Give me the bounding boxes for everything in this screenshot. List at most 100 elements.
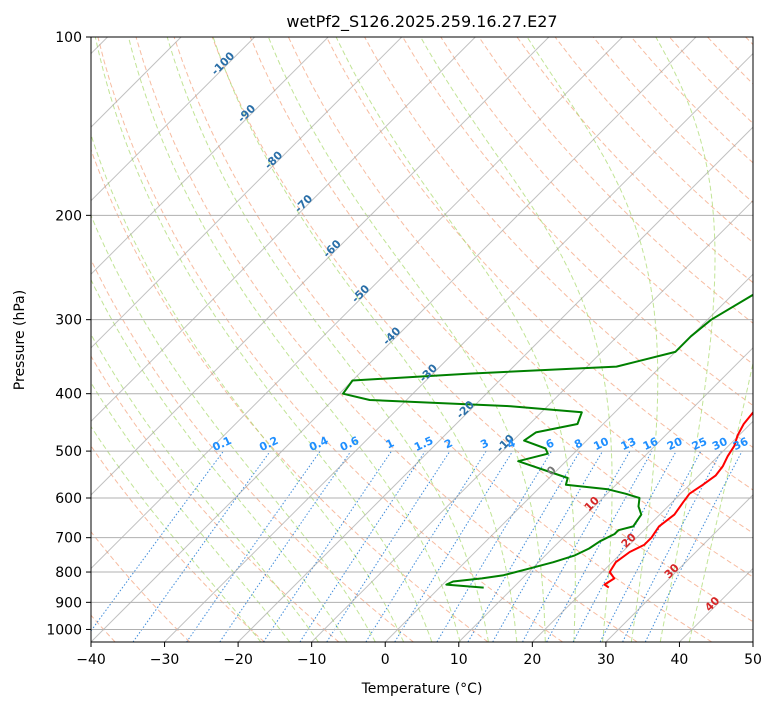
x-tick-label: 30 <box>597 652 615 668</box>
isotherm-line <box>458 347 753 642</box>
mixing-ratio-label: 30 <box>710 435 730 453</box>
mixing-ratio-line <box>522 450 631 642</box>
mixing-ratio-line <box>91 450 224 632</box>
x-tick-label: 20 <box>523 652 541 668</box>
mixing-ratio-line <box>219 450 352 642</box>
moist-adiabat-line <box>91 333 319 642</box>
x-tick-label: −10 <box>297 652 327 668</box>
mixing-ratio-line <box>599 450 702 642</box>
plot-frame <box>90 36 754 643</box>
dry-adiabat-line <box>592 37 753 204</box>
isotherm-label: 20 <box>619 530 639 550</box>
dry-adiabat-line <box>91 258 414 642</box>
series-layer <box>342 293 753 589</box>
isotherm-line <box>605 494 753 642</box>
mixing-ratio-line <box>546 450 653 642</box>
mixing-ratio-line <box>644 450 743 642</box>
dry-adiabat-line <box>249 37 753 578</box>
mixing-ratio-line <box>263 450 392 642</box>
moist-adiabat-line <box>91 214 376 642</box>
y-tick-label: 900 <box>55 595 82 611</box>
isotherm-line <box>91 37 623 570</box>
mixing-ratio-label: 13 <box>619 435 638 453</box>
tick-layer: −40 −30 −20 −10 0 10 20 30 40 50 1000 900 800 700 600 5… <box>46 30 762 668</box>
y-tick-label: 600 <box>55 491 82 507</box>
isotherm-line <box>679 567 753 642</box>
x-axis-label: Temperature (°C) <box>361 681 483 697</box>
isotherm-line <box>91 37 256 202</box>
mixing-ratio-label: 25 <box>690 435 709 453</box>
y-tick-label: 500 <box>55 444 82 460</box>
dry-adiabat-line <box>97 37 563 642</box>
isotherm-line <box>91 37 403 349</box>
mixing-ratio-line <box>394 450 514 642</box>
dry-adiabat-line <box>211 37 753 623</box>
x-tick-label: 10 <box>450 652 468 668</box>
x-tick-label: 40 <box>671 652 689 668</box>
mixing-ratio-label: 10 <box>592 435 612 453</box>
isotherm-label: -40 <box>380 324 403 347</box>
dry-adiabat-line <box>478 37 753 324</box>
dry-adiabat-line <box>516 37 753 284</box>
moist-adiabat-line <box>526 37 659 642</box>
isotherm-line <box>91 37 329 275</box>
isotherm-line <box>164 52 753 642</box>
moist-adiabat-line <box>267 37 546 642</box>
dry-adiabat-line <box>745 37 753 46</box>
moist-adiabat-line <box>688 360 753 642</box>
isotherm-label: 40 <box>702 594 722 614</box>
y-tick-label: 400 <box>55 387 82 403</box>
x-tick-label: 50 <box>744 652 762 668</box>
moist-adiabat-line <box>420 37 613 642</box>
dry-adiabat-line <box>91 148 489 642</box>
mixing-ratio-line <box>467 450 581 642</box>
mixing-ratio-label: 3 <box>478 436 490 451</box>
isotherm-line <box>752 641 753 642</box>
isotherm-label: -100 <box>209 49 238 78</box>
x-tick-label: −20 <box>223 652 253 668</box>
moist-adiabat-line <box>94 37 433 642</box>
moist-adiabat-line <box>128 37 461 642</box>
dewpoint-profile-line <box>342 293 753 589</box>
mixing-ratio-label: 1 <box>384 436 396 451</box>
moist-adiabat-line <box>91 133 405 642</box>
moist-adiabat-line <box>91 278 348 642</box>
dry-adiabat-line <box>669 37 753 125</box>
isotherm-label: -20 <box>454 398 477 421</box>
dry-adiabat-line <box>707 37 753 85</box>
dry-adiabat-line <box>91 445 265 642</box>
dry-adiabat-line <box>402 37 753 407</box>
isotherm-label: 10 <box>582 494 602 514</box>
mixing-ratio-label: 16 <box>641 435 661 453</box>
dry-adiabat-line <box>326 37 753 491</box>
x-tick-label: −40 <box>76 652 106 668</box>
moist-adiabat-line <box>212 37 518 642</box>
isotherm-line <box>91 37 550 496</box>
isotherm-line <box>91 37 476 423</box>
isotherm-line <box>91 37 697 642</box>
grid <box>91 36 753 630</box>
mixing-ratio-line <box>132 450 271 642</box>
y-tick-label: 700 <box>55 531 82 547</box>
moist-adiabat-line <box>166 37 489 642</box>
y-tick-label: 100 <box>55 30 82 46</box>
dry-adiabat-line <box>554 37 753 244</box>
y-tick-label: 1000 <box>46 622 82 638</box>
plot-labels: -100-90-80-70-60-50-40-30-20-10010203040… <box>209 49 751 614</box>
x-tick-label: 0 <box>381 652 390 668</box>
mixing-ratio-line <box>326 450 451 642</box>
dry-adiabat-line <box>91 531 191 642</box>
moist-adiabat-line <box>91 425 262 642</box>
mixing-ratio-line <box>622 450 722 642</box>
mixing-ratio-label: 2 <box>442 436 454 451</box>
mixing-ratio-label: 36 <box>731 435 751 453</box>
dry-adiabat-line <box>91 355 340 642</box>
mixing-ratio-line <box>365 450 487 642</box>
isotherm-label: -90 <box>235 102 258 125</box>
background-lines <box>91 37 753 642</box>
y-axis-label: Pressure (hPa) <box>12 290 28 390</box>
mixing-ratio-line <box>186 450 321 642</box>
y-tick-label: 200 <box>55 208 82 224</box>
isotherm-label: -60 <box>320 237 343 260</box>
isotherm-line <box>531 420 753 642</box>
